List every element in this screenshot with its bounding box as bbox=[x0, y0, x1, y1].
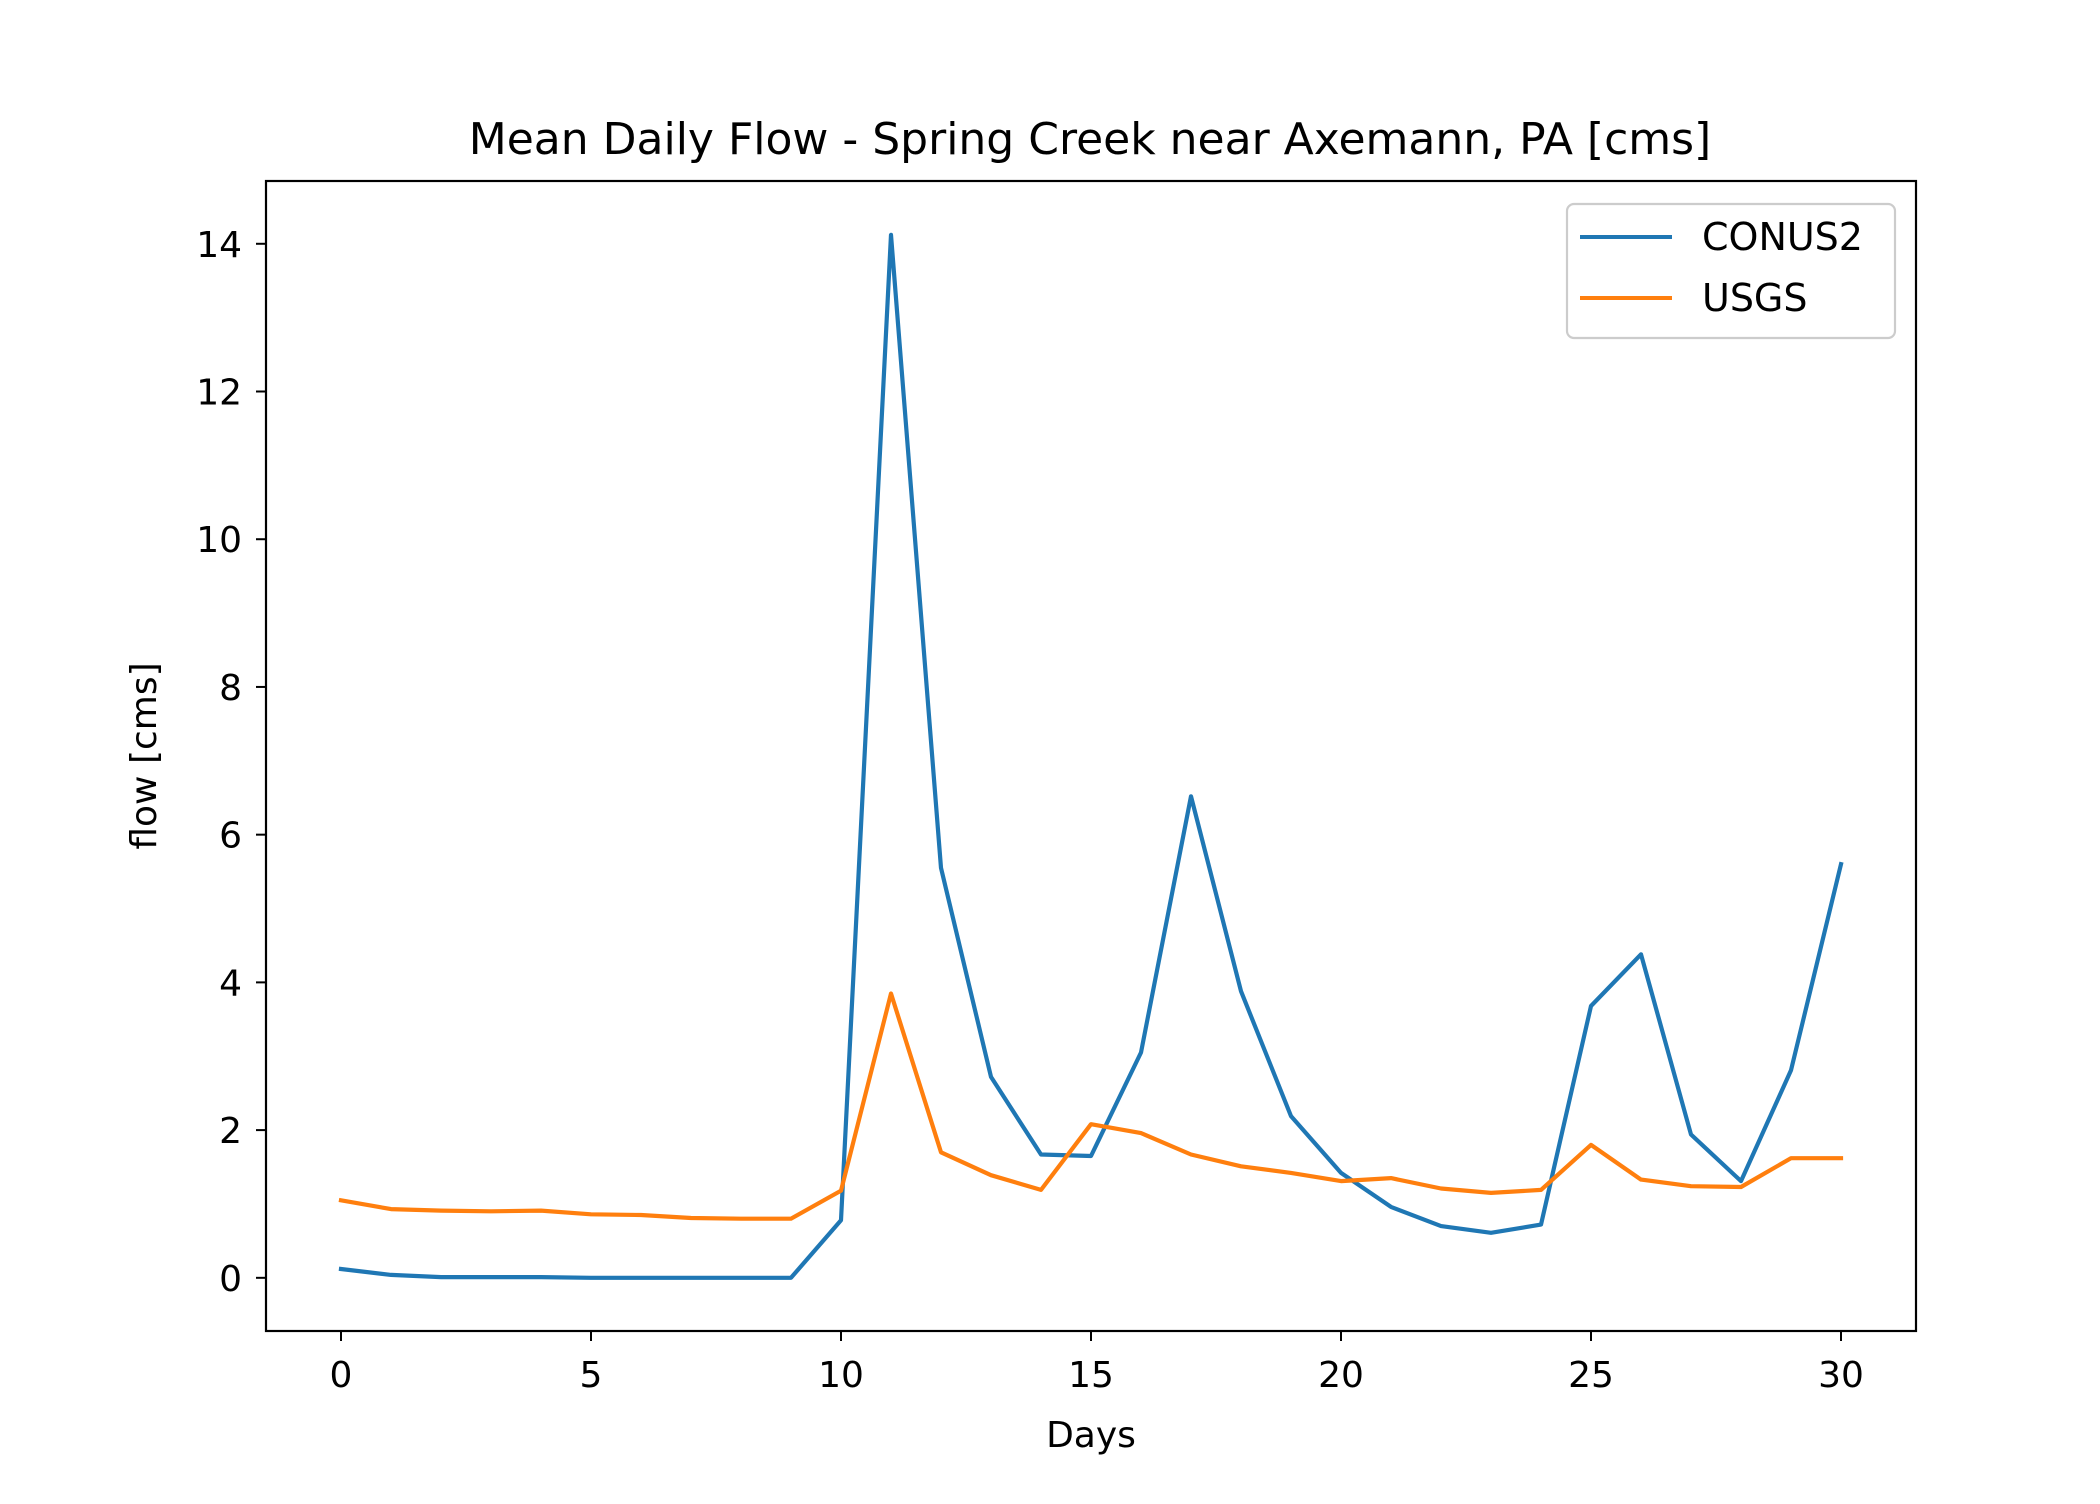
y-axis-label: flow [cms] bbox=[124, 662, 165, 849]
series-line-conus2 bbox=[338, 232, 1844, 1280]
chart-title: Mean Daily Flow - Spring Creek near Axem… bbox=[469, 114, 1711, 165]
plot-area-frame bbox=[264, 179, 1918, 1333]
series-line-usgs bbox=[338, 991, 1844, 1221]
x-tick-label: 30 bbox=[1818, 1355, 1864, 1396]
y-tick-label: 0 bbox=[219, 1259, 242, 1300]
legend-label-usgs: USGS bbox=[1702, 276, 1808, 320]
y-tick-label: 14 bbox=[196, 225, 242, 266]
legend-label-conus2: CONUS2 bbox=[1702, 215, 1863, 259]
y-tick-label: 2 bbox=[219, 1111, 242, 1152]
x-tick-label: 5 bbox=[580, 1355, 603, 1396]
x-axis-ticks: 0 5 10 15 20 25 30 bbox=[330, 1331, 1864, 1396]
legend: CONUS2 USGS bbox=[1565, 202, 1897, 340]
y-tick-label: 8 bbox=[219, 668, 242, 709]
series-layer bbox=[338, 232, 1844, 1280]
x-tick-label: 25 bbox=[1568, 1355, 1614, 1396]
y-tick-label: 6 bbox=[219, 816, 242, 857]
x-axis-label: Days bbox=[1046, 1415, 1136, 1456]
y-tick-label: 12 bbox=[196, 373, 242, 414]
x-tick-label: 0 bbox=[330, 1355, 353, 1396]
x-tick-label: 15 bbox=[1068, 1355, 1114, 1396]
y-axis-ticks: 0 2 4 6 8 10 12 14 bbox=[196, 225, 266, 1300]
x-tick-label: 20 bbox=[1318, 1355, 1364, 1396]
x-tick-label: 10 bbox=[818, 1355, 864, 1396]
y-tick-label: 10 bbox=[196, 520, 242, 561]
y-tick-label: 4 bbox=[219, 963, 242, 1004]
